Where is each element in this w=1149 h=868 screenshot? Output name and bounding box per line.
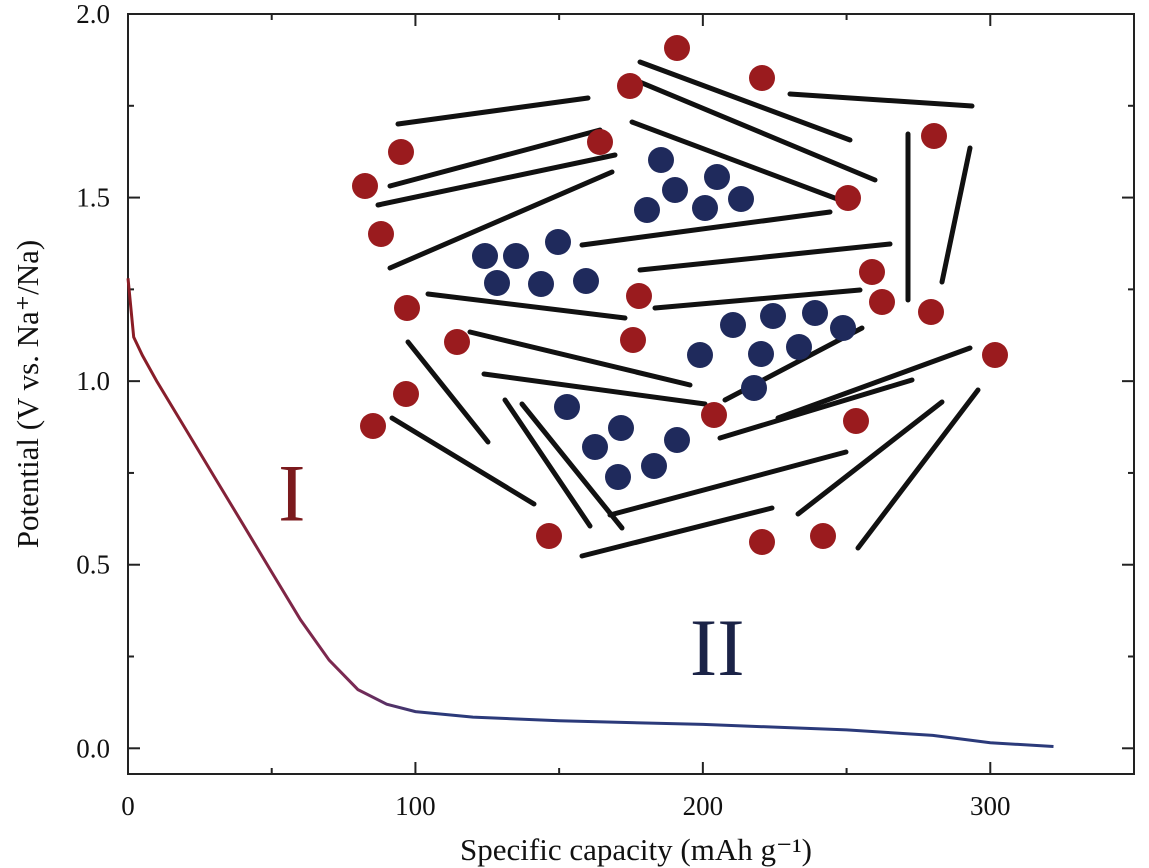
sodium-particle-red [810, 523, 836, 549]
carbon-sheet [395, 95, 591, 127]
x-tick-label: 300 [970, 791, 1011, 821]
sodium-particle-blue [545, 229, 571, 255]
region-label-I: I [278, 448, 305, 539]
sodium-particle-red [918, 299, 944, 325]
sodium-particle-blue [662, 177, 688, 203]
sodium-particle-blue [605, 464, 631, 490]
sodium-particle-red [626, 283, 652, 309]
sodium-particle-red [393, 381, 419, 407]
carbon-sheet [467, 329, 693, 388]
y-tick-label: 1.0 [76, 366, 110, 396]
sodium-particle-blue [648, 147, 674, 173]
sodium-particle-red [869, 289, 895, 315]
sodium-particle-blue [554, 394, 580, 420]
sodium-particle-blue [687, 342, 713, 368]
sodium-particle-blue [786, 334, 812, 360]
sodium-particle-red [843, 408, 869, 434]
carbon-sheet [481, 371, 708, 407]
carbon-sheet [637, 59, 853, 143]
carbon-sheet [405, 339, 491, 445]
region-label-II: II [690, 602, 745, 693]
x-axis-title: Specific capacity (mAh g⁻¹) [460, 832, 812, 867]
sodium-particle-blue [760, 303, 786, 329]
sodium-particle-red [360, 413, 386, 439]
carbon-sheet [579, 505, 775, 559]
sodium-particle-blue [664, 427, 690, 453]
sodium-particle-blue [503, 243, 529, 269]
carbon-sheet [502, 397, 593, 529]
carbon-sheet [579, 209, 833, 248]
carbon-sheet [632, 77, 878, 183]
carbon-sheet [425, 291, 628, 321]
sodium-particle-red [835, 185, 861, 211]
carbon-sheet [519, 401, 625, 531]
sodium-particle-red [701, 402, 727, 428]
sodium-particle-red [749, 65, 775, 91]
x-tick-label: 200 [683, 791, 724, 821]
sodium-particle-red [921, 123, 947, 149]
sodium-particle-red [749, 529, 775, 555]
carbon-sheet [795, 399, 945, 517]
sodium-particle-red [368, 221, 394, 247]
axis-tick-labels: 0 100 200 300 0.0 0.5 1.0 1.5 2.0 [76, 0, 1010, 821]
x-tick-label: 0 [121, 791, 135, 821]
sodium-particle-blue [472, 243, 498, 269]
sodium-particle-red [444, 329, 470, 355]
sodium-particle-blue [634, 197, 660, 223]
carbon-sheet [637, 241, 893, 273]
carbon-sheet [387, 127, 603, 189]
carbon-sheet [629, 119, 843, 203]
layered-structure-inset [352, 35, 1008, 559]
axis-ticks [127, 13, 1134, 774]
x-tick-label: 100 [395, 791, 436, 821]
y-tick-label: 0.0 [76, 733, 110, 763]
sodium-particle-blue [582, 434, 608, 460]
carbon-sheet [375, 152, 618, 208]
carbon-sheet [652, 287, 863, 311]
sodium-particle-blue [528, 271, 554, 297]
discharge-curve [126, 278, 1054, 748]
carbon-sheet [939, 145, 973, 285]
sodium-particle-red [536, 523, 562, 549]
carbon-sheet [775, 345, 973, 421]
sodium-particle-blue [720, 312, 746, 338]
sodium-particle-blue [802, 300, 828, 326]
sodium-particle-blue [830, 315, 856, 341]
sodium-particle-red [664, 35, 690, 61]
y-tick-label: 1.5 [76, 183, 110, 213]
sodium-particle-blue [484, 270, 510, 296]
y-tick-label: 2.0 [76, 0, 110, 29]
sodium-particle-blue [741, 375, 767, 401]
carbon-sheet [855, 387, 981, 551]
carbon-sheet [607, 449, 849, 518]
y-tick-label: 0.5 [76, 550, 110, 580]
sodium-particle-red [352, 173, 378, 199]
plot-frame [127, 13, 1135, 775]
sodium-particle-blue [704, 164, 730, 190]
sodium-particle-red [982, 342, 1008, 368]
sodium-particle-red [388, 139, 414, 165]
sodium-particle-red [394, 295, 420, 321]
sodium-particle-blue [573, 268, 599, 294]
sodium-particle-blue [608, 415, 634, 441]
carbon-sheet [389, 415, 537, 507]
sodium-particle-red [620, 327, 646, 353]
sodium-particle-red [859, 259, 885, 285]
carbon-sheet [787, 91, 975, 109]
carbon-sheet [717, 377, 915, 441]
y-axis-title: Potential (V vs. Na⁺/Na) [10, 240, 45, 549]
carbon-sheet [387, 169, 615, 271]
sodium-particle-blue [728, 186, 754, 212]
sodium-particle-red [617, 73, 643, 99]
sodium-particle-blue [692, 195, 718, 221]
sodium-particle-blue [641, 453, 667, 479]
sodium-particle-red [587, 129, 613, 155]
sodium-particle-blue [748, 341, 774, 367]
